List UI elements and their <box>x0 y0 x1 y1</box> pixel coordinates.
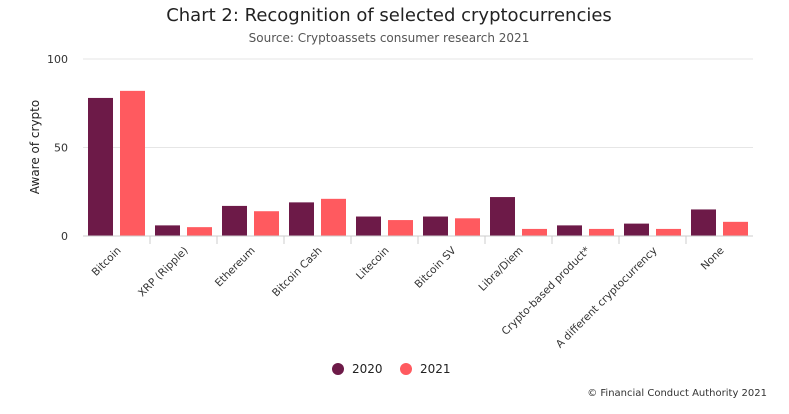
bar-2020[interactable] <box>289 202 314 236</box>
bar-2021[interactable] <box>254 211 279 236</box>
legend-item-2021[interactable]: 2021 <box>400 362 451 376</box>
legend-label: 2020 <box>352 362 383 376</box>
y-tick-label: 100 <box>47 53 68 66</box>
bar-2021[interactable] <box>455 218 480 236</box>
bar-2021[interactable] <box>723 221 748 236</box>
legend-label: 2021 <box>420 362 451 376</box>
bar-2020[interactable] <box>691 209 716 236</box>
bar-2020[interactable] <box>423 216 448 236</box>
legend-marker <box>400 363 412 375</box>
bar-2020[interactable] <box>490 197 515 236</box>
bar-2020[interactable] <box>222 205 247 236</box>
bars <box>88 90 748 236</box>
legend-item-2020[interactable]: 2020 <box>332 362 383 376</box>
x-category-label: Bitcoin <box>90 245 124 279</box>
x-category-label: Ethereum <box>213 245 258 290</box>
credits[interactable]: © Financial Conduct Authority 2021 <box>587 388 767 399</box>
chart-title: Chart 2: Recognition of selected cryptoc… <box>166 5 612 26</box>
x-category-label: XRP (Ripple) <box>136 245 191 300</box>
legend[interactable]: 2020 2021 <box>332 362 451 376</box>
x-category-label: None <box>699 245 727 273</box>
y-axis-ticks: 0 50 100 <box>47 53 68 243</box>
bar-2021[interactable] <box>388 220 413 236</box>
bar-2020[interactable] <box>155 225 180 236</box>
y-axis-title: Aware of crypto <box>28 100 42 194</box>
x-category-label: Bitcoin SV <box>413 244 460 291</box>
bar-2021[interactable] <box>321 198 346 236</box>
bar-2020[interactable] <box>88 97 113 236</box>
chart-subtitle: Source: Cryptoassets consumer research 2… <box>249 31 530 45</box>
x-category-label: Litecoin <box>354 245 392 283</box>
bar-2021[interactable] <box>522 228 547 236</box>
bar-2020[interactable] <box>557 225 582 236</box>
x-category-label: Bitcoin Cash <box>270 245 325 300</box>
gridlines <box>83 58 753 237</box>
bar-2021[interactable] <box>187 227 212 236</box>
bar-2021[interactable] <box>120 90 145 236</box>
x-axis: Bitcoin XRP (Ripple) Ethereum Bitcoin Cash L… <box>83 235 753 351</box>
bar-2021[interactable] <box>589 228 614 236</box>
y-tick-label: 50 <box>54 142 68 155</box>
y-tick-label: 0 <box>61 230 68 243</box>
x-category-label: Libra/Diem <box>477 245 526 294</box>
bar-2021[interactable] <box>656 228 681 236</box>
legend-marker <box>332 363 344 375</box>
bar-2020[interactable] <box>356 216 381 236</box>
bar-2020[interactable] <box>624 223 649 236</box>
